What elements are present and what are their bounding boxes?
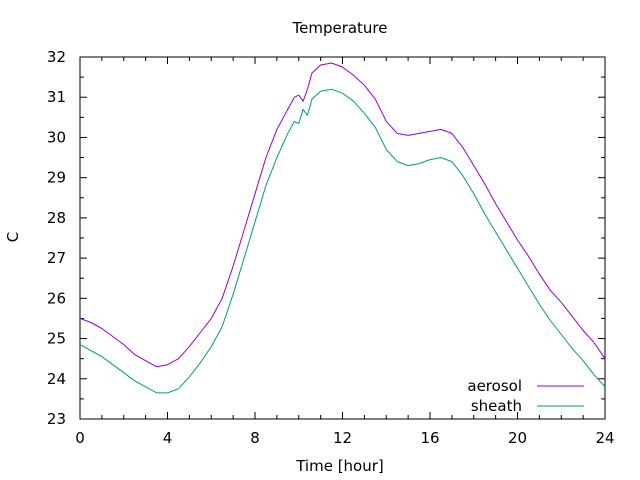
series-lines bbox=[79, 62, 606, 394]
axis-ticks: 0 4 8 12 16 20 24 23 24 25 26 27 28 29 30 31 32 bbox=[47, 48, 615, 447]
y-tick-label: 30 bbox=[47, 128, 66, 146]
y-tick-label: 32 bbox=[47, 48, 66, 66]
y-axis-label: C bbox=[4, 232, 22, 242]
x-tick-label: 24 bbox=[595, 429, 614, 447]
x-tick-label: 12 bbox=[333, 429, 352, 447]
y-tick-label: 27 bbox=[47, 249, 66, 267]
x-tick-label: 16 bbox=[420, 429, 439, 447]
plot-frame bbox=[79, 56, 606, 420]
y-tick-label: 23 bbox=[47, 410, 66, 428]
y-tick-label: 29 bbox=[47, 169, 66, 187]
y-tick-label: 25 bbox=[47, 330, 66, 348]
y-tick-label: 24 bbox=[47, 370, 66, 388]
y-tick-label: 26 bbox=[47, 289, 66, 307]
x-tick-label: 20 bbox=[508, 429, 527, 447]
chart-title: Temperature bbox=[291, 19, 387, 37]
series-line-aerosol bbox=[79, 62, 606, 368]
x-axis-label: Time [hour] bbox=[295, 457, 384, 475]
x-tick-label: 8 bbox=[250, 429, 260, 447]
y-tick-label: 31 bbox=[47, 88, 66, 106]
legend-label-sheath: sheath bbox=[471, 397, 522, 415]
x-tick-label: 0 bbox=[75, 429, 85, 447]
x-tick-label: 4 bbox=[163, 429, 173, 447]
legend: aerosol sheath bbox=[467, 377, 584, 415]
series-line-sheath bbox=[79, 88, 606, 394]
y-tick-label: 28 bbox=[47, 209, 66, 227]
legend-label-aerosol: aerosol bbox=[467, 377, 522, 395]
